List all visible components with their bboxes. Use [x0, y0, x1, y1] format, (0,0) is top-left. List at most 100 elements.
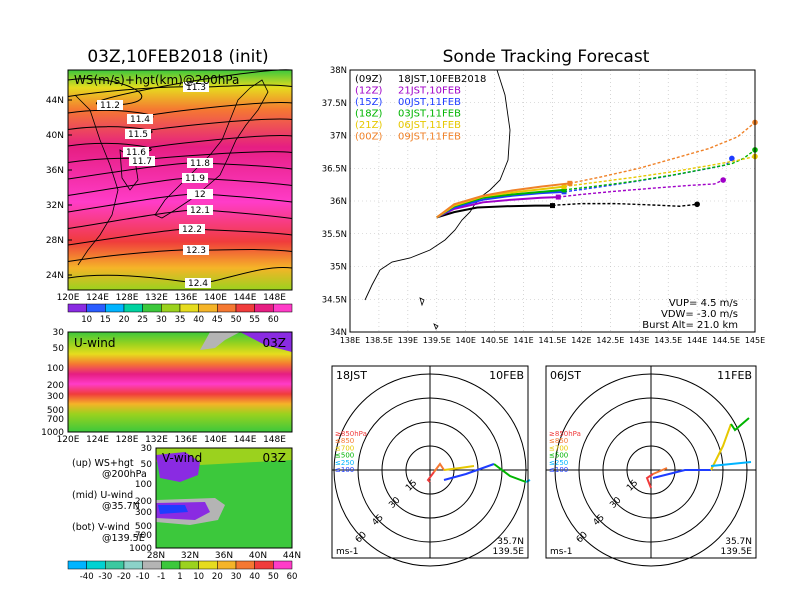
u-purple-region — [240, 332, 292, 352]
ws-colorbar-swatch — [105, 303, 125, 313]
ws-colorbar-tick: 60 — [268, 315, 279, 325]
v-p-label: 100 — [135, 480, 152, 490]
hodo-level-label: ≤500 — [335, 452, 354, 460]
burst-marker — [555, 194, 561, 200]
hodo-trace — [433, 462, 445, 473]
track-lon-label: 139E — [398, 336, 418, 345]
v-time: 03Z — [263, 451, 287, 465]
v-lat-label: 36N — [215, 551, 233, 561]
ws-colorbar-swatch — [161, 303, 181, 313]
v-colorbar-tick: -1 — [157, 572, 165, 582]
track-legend-text: 21JST,10FEB — [398, 86, 461, 97]
ws-colorbar-swatch — [86, 303, 106, 313]
u-lon-label: 136E — [175, 435, 198, 445]
track-frame — [349, 69, 756, 333]
track-legend-code: (00Z) — [355, 132, 382, 143]
contour-label: 11.3 — [186, 83, 206, 93]
v-colorbar-swatch — [142, 560, 162, 570]
u-lon-label: 132E — [145, 435, 168, 445]
track-legend-code: (18Z) — [355, 109, 382, 120]
u-p-label: 500 — [47, 406, 64, 416]
landing-marker — [720, 177, 726, 183]
hodo-loc: 35.7N — [725, 537, 752, 547]
hodo-level-label: ≥850hPa — [335, 430, 367, 438]
contour-label-bg — [183, 245, 209, 255]
track-lat-label: 38N — [330, 66, 347, 76]
u-p-label: 200 — [47, 381, 64, 391]
ws-lat-label: 28N — [46, 236, 64, 246]
ws-colorbar-tick: 35 — [175, 315, 186, 325]
ws-lon-label: 136E — [175, 293, 198, 303]
burst-marker — [561, 184, 567, 190]
contour-label: 11.4 — [130, 115, 150, 125]
ws-lon-labels: 120E 124E 128E 132E 136E 140E 144E 148E — [57, 293, 287, 303]
ws-colorbar-tick: 25 — [137, 315, 148, 325]
track-lat-label: 35N — [330, 263, 347, 273]
contour-label-bg — [187, 189, 213, 199]
v-colorbar-tick: -10 — [136, 572, 150, 582]
ws-colorbar-tick: 20 — [119, 315, 130, 325]
ws-colorbar-swatch — [198, 303, 218, 313]
ws-colorbar-tick: 40 — [193, 315, 204, 325]
ws-lon-label: 148E — [263, 293, 286, 303]
ws-label: WS(m/s)+hgt(km)@200hPa — [74, 73, 239, 87]
u-lon-label: 140E — [204, 435, 227, 445]
ws-200hpa-panel: 11.2 11.3 11.4 11.5 11.611.7 11.8 11.9 12 12.1 12… — [46, 69, 293, 303]
ws-lon-label: 144E — [234, 293, 257, 303]
u-p-label: 300 — [47, 392, 64, 402]
v-colorbar-swatch — [105, 560, 125, 570]
island-1 — [419, 297, 425, 307]
hodo-time-bg — [334, 368, 370, 381]
track-solid — [436, 204, 553, 219]
hodo-trace — [645, 473, 654, 489]
hodo-trace — [652, 467, 668, 475]
v-colorbar-swatch — [67, 560, 87, 570]
v-colorbar-tick: 20 — [212, 572, 223, 582]
ws-lat-labels: 44N 40N 36N 32N 28N 24N — [46, 96, 72, 281]
hodo-trace — [730, 417, 750, 432]
hodo-level-label: ≤850 — [335, 437, 354, 445]
track-solid — [436, 182, 570, 219]
ws-colorbar-tick: 45 — [212, 315, 223, 325]
contour-label: 11.9 — [185, 174, 205, 184]
hodo-trace — [652, 469, 711, 479]
track-lon-label: 142.5E — [596, 336, 624, 345]
ws-lon-label: 124E — [86, 293, 109, 303]
hodo-frame — [331, 365, 529, 559]
hodo-trace — [710, 423, 732, 471]
v-colorbar-swatch — [86, 560, 106, 570]
hodo-level-label: ≥850hPa — [549, 430, 581, 438]
contour-label: 12 — [194, 190, 205, 200]
u-p-label: 100 — [47, 364, 64, 374]
ws-lon-label: 132E — [145, 293, 168, 303]
track-lon-label: 141.5E — [539, 336, 567, 345]
u-p-label: 1000 — [41, 428, 64, 438]
info-burst: Burst Alt= 21.0 km — [642, 320, 738, 331]
ws-colorbar-tick: 55 — [249, 315, 260, 325]
contour-label-bg — [182, 173, 208, 183]
ws-colorbar-swatch — [142, 303, 162, 313]
contour-label-bg — [97, 100, 123, 110]
track-legend-text: 06JST,11FEB — [398, 120, 461, 131]
u-gray-region — [200, 332, 240, 350]
hodo-loc: 139.5E — [493, 547, 525, 557]
v-colorbar-swatch — [198, 560, 218, 570]
hodo-date: 11FEB — [717, 369, 752, 382]
v-lat-label: 44N — [283, 551, 301, 561]
hodo-level-label: ≤100 — [549, 466, 568, 474]
v-p-label: 300 — [135, 508, 152, 518]
contour-label: 12.4 — [188, 279, 208, 289]
u-field — [68, 332, 292, 432]
track-lat-label: 36N — [330, 197, 347, 207]
ws-colorbar-swatch — [217, 303, 237, 313]
hodo-level-label: ≤700 — [335, 444, 354, 452]
hodo-trace — [426, 471, 435, 483]
contour-label-bg — [183, 82, 209, 92]
ws-frame — [67, 69, 293, 291]
track-legend-text: 09JST,11FEB — [398, 132, 461, 143]
v-p-label: 1000 — [129, 544, 152, 554]
ws-colorbar-tick: 50 — [231, 315, 242, 325]
